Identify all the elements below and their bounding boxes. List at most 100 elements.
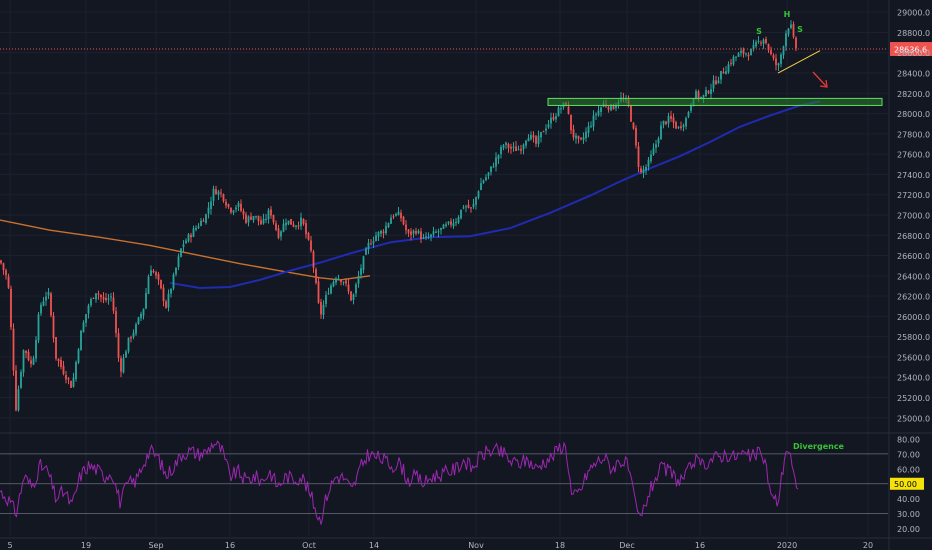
candle-body (150, 270, 152, 276)
candle-body (497, 154, 500, 159)
candle-body (752, 44, 755, 50)
rsi-tick-label: 70.00 (897, 450, 920, 459)
candle-body (340, 279, 342, 283)
candle-body (132, 332, 135, 338)
candle-body (400, 212, 402, 219)
candle-body (382, 231, 385, 234)
candle-body (210, 201, 212, 210)
candle-body (347, 284, 350, 292)
candle-body (647, 159, 650, 167)
candle-body (697, 91, 700, 98)
candle-body (592, 115, 595, 127)
candle-body (245, 214, 247, 223)
candle-body (632, 122, 635, 129)
rsi-tick-label: 30.00 (897, 510, 920, 519)
candle-body (200, 220, 202, 226)
candle-body (495, 157, 497, 167)
candle-body (585, 131, 587, 139)
candle-body (110, 296, 112, 298)
candle-body (517, 149, 520, 151)
candle-body (135, 324, 137, 334)
candle-body (277, 228, 280, 238)
candle-body (737, 53, 740, 57)
divergence-label: Divergence (793, 442, 845, 451)
candle-body (237, 203, 240, 207)
candle-body (700, 96, 702, 98)
rsi-value-label: 50.00 (894, 480, 917, 489)
candle-body (560, 108, 562, 110)
candle-body (492, 166, 495, 168)
price-tick-label: 28800.0 (897, 29, 930, 38)
candle-body (142, 308, 145, 316)
candle-body (710, 89, 712, 94)
candle-body (607, 106, 610, 110)
candle-body (182, 244, 185, 248)
candle-body (510, 146, 512, 149)
candle-body (790, 24, 792, 29)
hs-label: S (756, 27, 762, 36)
candle-body (727, 64, 730, 73)
candle-body (130, 337, 132, 339)
candle-body (475, 197, 477, 205)
candle-body (312, 251, 315, 268)
candle-body (427, 237, 430, 239)
candle-body (390, 217, 392, 224)
candle-body (267, 210, 270, 220)
candle-body (645, 166, 647, 171)
candle-body (650, 154, 652, 162)
candle-body (287, 220, 290, 225)
candle-body (352, 294, 355, 300)
candle-body (500, 147, 502, 154)
candle-body (285, 222, 287, 226)
candle-body (30, 360, 32, 364)
candle-body (695, 91, 697, 99)
candle-body (80, 330, 82, 351)
candle-body (55, 336, 57, 359)
candle-body (82, 322, 85, 333)
candle-body (542, 131, 545, 133)
candle-body (100, 294, 102, 298)
candle-body (147, 276, 150, 294)
candle-body (265, 218, 267, 220)
candle-body (47, 292, 50, 296)
candle-body (730, 62, 732, 64)
candle-body (45, 296, 47, 301)
candle-body (792, 24, 795, 37)
candle-body (335, 278, 337, 283)
candle-body (22, 350, 25, 373)
candle-body (380, 230, 382, 234)
candle-body (572, 129, 575, 138)
candle-body (582, 137, 585, 140)
support-zone (547, 97, 883, 106)
candle-body (320, 302, 322, 315)
candle-body (425, 236, 427, 238)
price-tick-label: 27800.0 (897, 130, 930, 139)
candle-body (512, 146, 515, 148)
candle-body (25, 350, 27, 353)
candle-body (385, 226, 387, 234)
candle-body (682, 125, 685, 128)
candle-body (455, 221, 457, 224)
candle-body (87, 305, 90, 314)
candle-body (17, 389, 20, 411)
candle-body (595, 114, 597, 116)
candle-body (222, 194, 225, 202)
candle-body (270, 209, 272, 216)
candle-body (412, 230, 415, 234)
time-tick-label: 20 (863, 541, 873, 550)
candle-body (610, 104, 612, 111)
candle-body (225, 201, 227, 206)
candle-body (62, 365, 65, 374)
price-tick-label: 25400.0 (897, 374, 930, 383)
candle-body (165, 301, 167, 308)
candle-body (280, 231, 282, 237)
candle-body (777, 63, 780, 66)
candle-body (255, 215, 257, 217)
candle-body (330, 285, 332, 294)
candle-body (95, 293, 97, 300)
hs-label: H (784, 10, 791, 19)
candle-body (407, 229, 410, 233)
rsi-value-tag (890, 477, 924, 490)
candle-body (290, 219, 292, 225)
